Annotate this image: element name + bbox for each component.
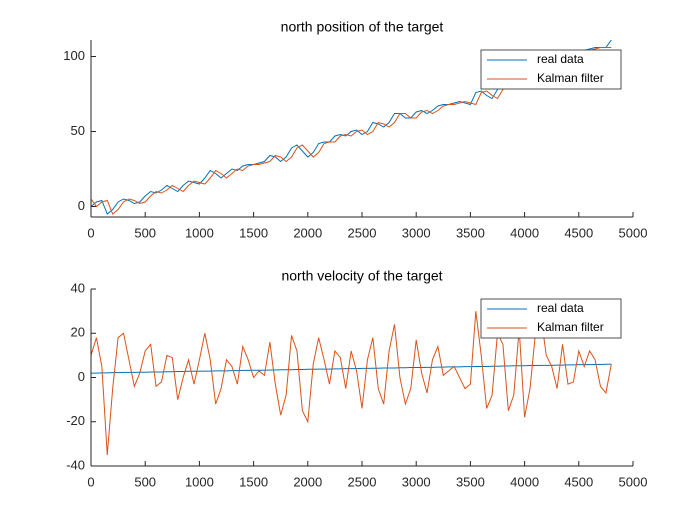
y-tick-label: 0 [78,369,85,384]
x-tick-label: 0 [87,225,94,240]
data-line [91,363,612,374]
x-tick-label: 5000 [619,474,648,489]
x-tick-label: 4500 [564,225,593,240]
y-tick-label: -20 [66,413,85,428]
y-tick-label: 40 [71,280,85,295]
plot-area [91,311,612,455]
x-tick-label: 4500 [564,474,593,489]
legend-box [480,49,622,90]
x-tick-label: 3500 [456,474,485,489]
legend-box [480,298,622,339]
x-tick-label: 4000 [510,225,539,240]
x-tick-label: 3500 [456,225,485,240]
y-tick-label: 0 [78,198,85,213]
subplot: north velocity of the target 0 500 1000 1500… [66,268,647,490]
data-line [91,311,612,455]
x-tick-label: 500 [134,474,156,489]
x-tick-label: 3000 [402,474,431,489]
legend: real data Kalman filter [480,49,622,90]
legend-label: real data [537,301,584,315]
x-tick-label: 1000 [185,225,214,240]
legend: real data Kalman filter [480,298,622,339]
x-tick-label: 5000 [619,225,648,240]
x-tick-label: 2500 [348,225,377,240]
chart-title: north velocity of the target [281,268,442,284]
x-tick-label: 1000 [185,474,214,489]
legend-label: Kalman filter [537,71,604,85]
x-tick-label: 4000 [510,474,539,489]
chart-title: north position of the target [281,19,444,35]
y-tick-label: 20 [71,325,85,340]
y-tick-label: -40 [66,457,85,472]
x-tick-label: 500 [134,225,156,240]
y-tick-label: 50 [71,123,85,138]
legend-label: real data [537,52,584,66]
x-tick-label: 1500 [239,225,268,240]
x-tick-label: 2000 [293,225,322,240]
x-tick-label: 0 [87,474,94,489]
x-tick-label: 2500 [348,474,377,489]
x-tick-label: 3000 [402,225,431,240]
legend-label: Kalman filter [537,320,604,334]
y-tick-label: 100 [63,48,85,63]
x-tick-label: 1500 [239,474,268,489]
x-tick-label: 2000 [293,474,322,489]
